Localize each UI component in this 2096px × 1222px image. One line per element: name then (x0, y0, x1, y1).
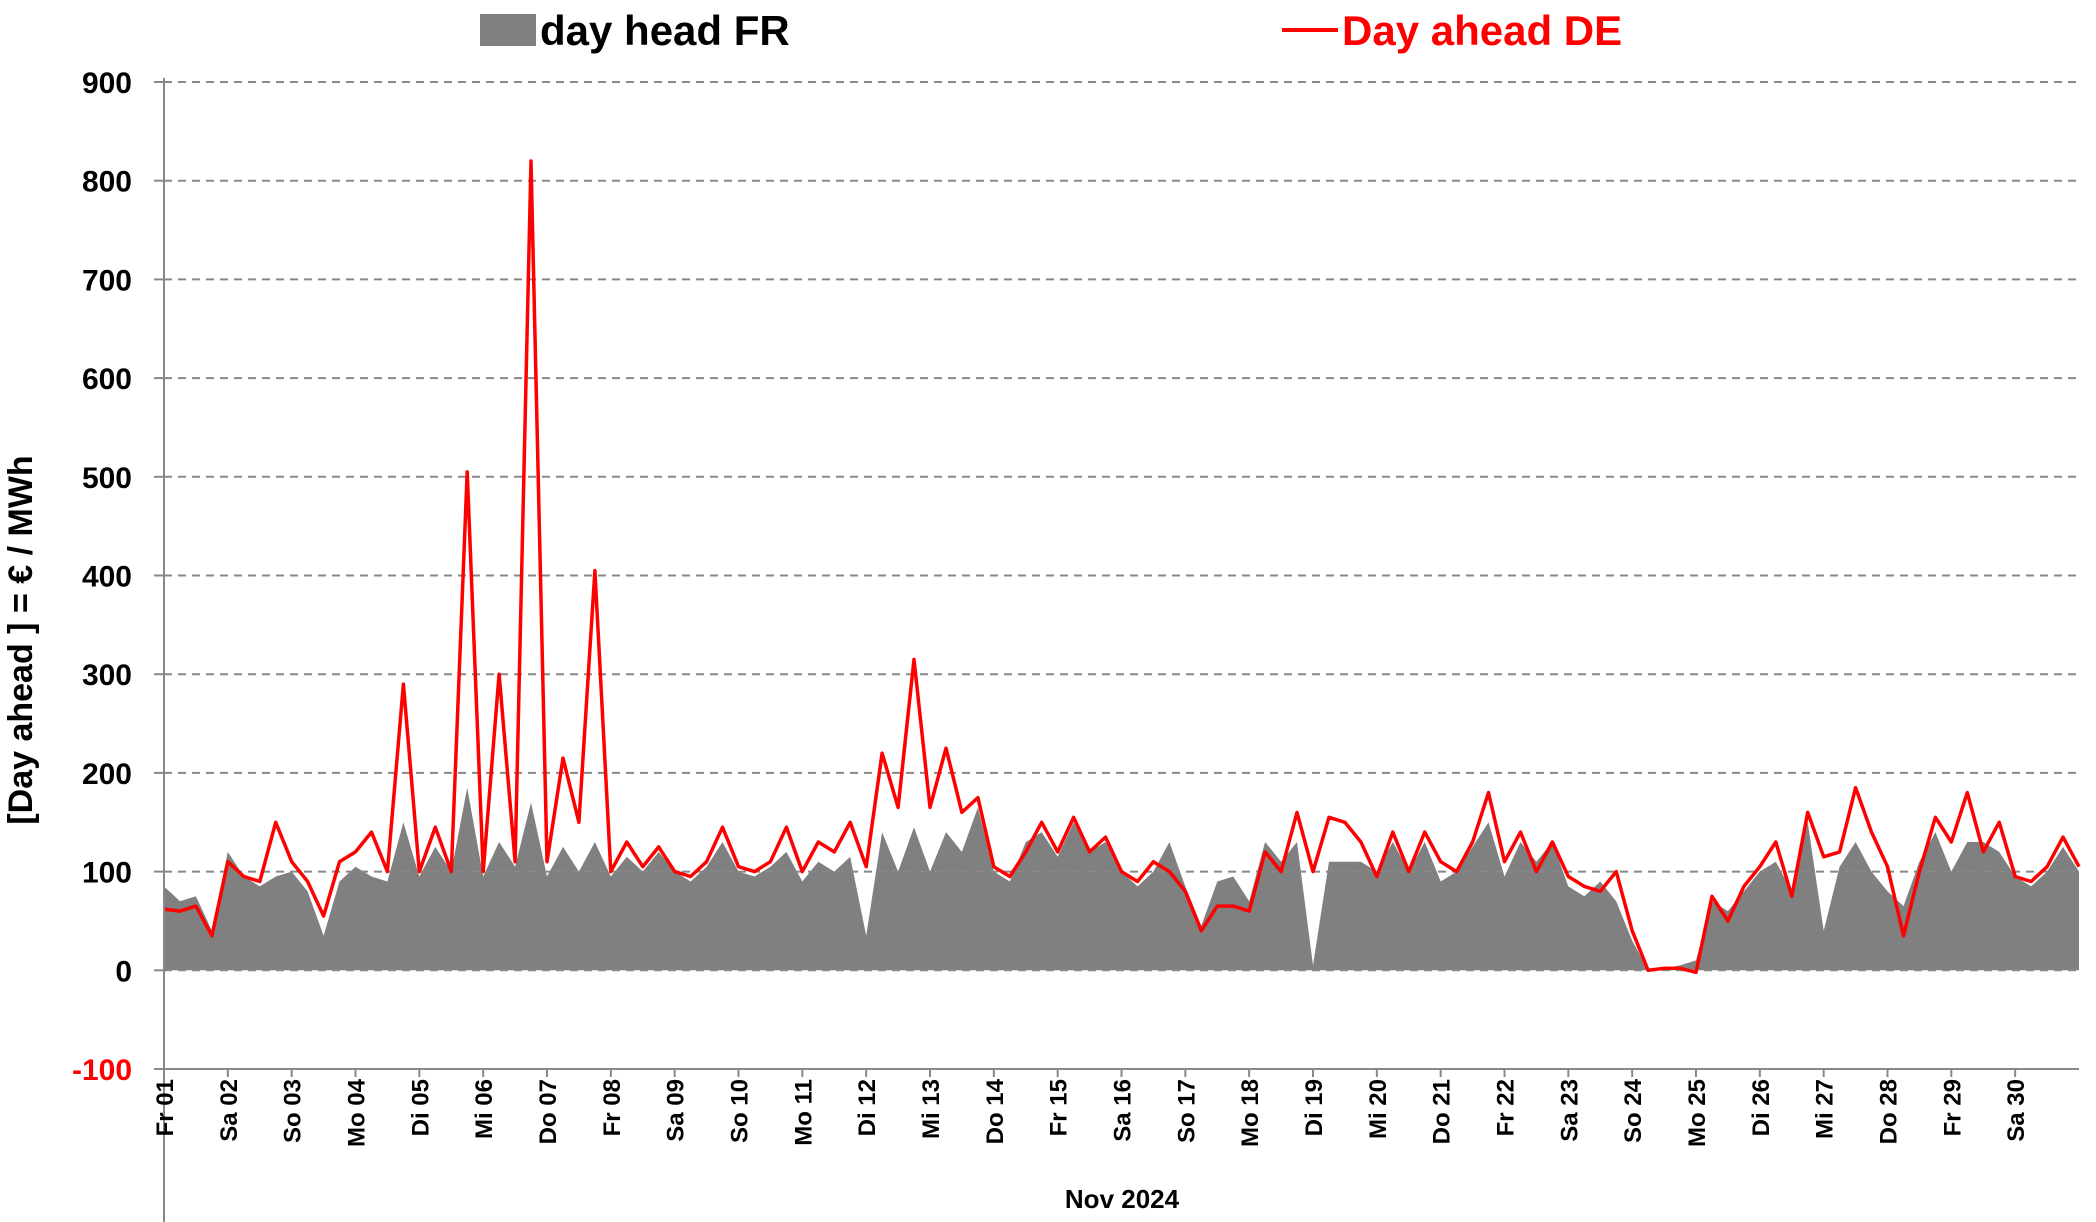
x-tick-label: Do 07 (535, 1079, 562, 1144)
y-tick-label: 800 (82, 166, 132, 199)
y-tick-label: 600 (82, 363, 132, 396)
x-tick-label: Mo 18 (1237, 1079, 1264, 1147)
y-tick-label: 200 (82, 758, 132, 791)
x-tick-label: Fr 15 (1046, 1079, 1073, 1136)
y-tick-label: 700 (82, 264, 132, 297)
x-tick-label: So 17 (1173, 1079, 1200, 1143)
y-tick-label: 0 (115, 955, 132, 988)
y-tick-label: 900 (82, 67, 132, 100)
x-tick-label: Di 26 (1748, 1079, 1775, 1136)
x-tick-label: Mi 06 (471, 1079, 498, 1139)
legend-label: Day ahead DE (1342, 7, 1622, 54)
x-tick-label: Fr 29 (1939, 1079, 1966, 1136)
x-tick-label: Sa 23 (1556, 1079, 1583, 1142)
x-tick-label: Sa 02 (216, 1079, 243, 1142)
y-tick-label: 300 (82, 659, 132, 692)
x-tick-label: Mo 04 (344, 1078, 371, 1147)
x-tick-label: Sa 30 (2003, 1079, 2030, 1142)
area (164, 787, 2079, 971)
legend-swatch (480, 14, 536, 46)
line (163, 159, 2081, 975)
x-axis-title: Nov 2024 (1065, 1184, 1180, 1214)
x-tick-label: Do 21 (1429, 1079, 1456, 1144)
x-tick-label: Mi 20 (1365, 1079, 1392, 1139)
x-tick-label: So 10 (727, 1079, 754, 1143)
x-tick-label: Mi 27 (1812, 1079, 1839, 1139)
x-tick-label: Do 14 (982, 1078, 1009, 1144)
x-tick-label: Mo 25 (1684, 1079, 1711, 1147)
x-tick-label: Di 19 (1301, 1079, 1328, 1136)
y-axis-title: [Day ahead ] = € / MWh (2, 455, 40, 824)
x-tick-label: Fr 01 (152, 1079, 179, 1136)
y-tick-label: 500 (82, 462, 132, 495)
legend-label: day head FR (540, 7, 790, 54)
x-tick-label: Fr 08 (599, 1079, 626, 1136)
y-tick-label: -100 (72, 1054, 132, 1087)
x-tick-label: So 03 (280, 1079, 307, 1143)
x-tick-label: Mi 13 (918, 1079, 945, 1139)
x-tick-label: Sa 16 (1110, 1079, 1137, 1142)
x-tick-label: Mo 11 (790, 1079, 817, 1146)
x-tick-label: Do 28 (1876, 1079, 1903, 1144)
x-tick-label: So 24 (1620, 1078, 1647, 1143)
y-tick-label: 100 (82, 857, 132, 890)
x-tick-label: Di 05 (407, 1079, 434, 1136)
x-tick-label: Sa 09 (663, 1079, 690, 1142)
x-tick-label: Fr 22 (1493, 1079, 1520, 1136)
y-tick-label: 400 (82, 561, 132, 594)
x-tick-label: Di 12 (854, 1079, 881, 1136)
